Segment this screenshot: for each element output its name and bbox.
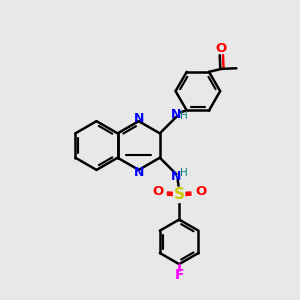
Text: N: N — [171, 170, 181, 183]
Text: S: S — [174, 188, 184, 202]
Text: N: N — [134, 112, 144, 125]
Text: O: O — [195, 184, 206, 197]
Text: O: O — [216, 42, 227, 55]
Text: H: H — [180, 168, 188, 178]
Text: O: O — [152, 184, 164, 197]
Text: H: H — [180, 111, 188, 121]
Text: N: N — [171, 108, 181, 121]
Text: F: F — [174, 268, 184, 282]
Text: N: N — [134, 167, 144, 179]
